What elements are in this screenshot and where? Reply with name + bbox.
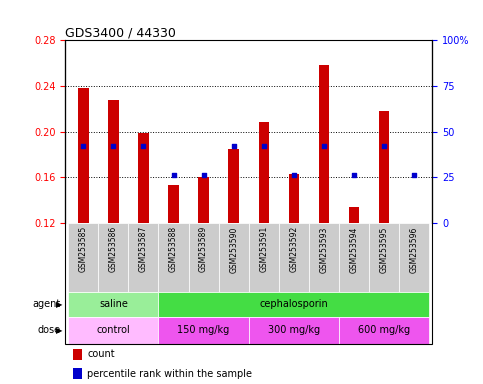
Text: GSM253592: GSM253592 — [289, 226, 298, 272]
Text: GSM253587: GSM253587 — [139, 226, 148, 272]
Text: 300 mg/kg: 300 mg/kg — [268, 325, 320, 335]
Bar — [188, 223, 219, 292]
Bar — [128, 223, 158, 292]
Text: GSM253586: GSM253586 — [109, 226, 118, 272]
Point — [140, 143, 147, 149]
Text: count: count — [87, 349, 115, 359]
Bar — [68, 317, 158, 344]
Text: GSM253590: GSM253590 — [229, 226, 238, 273]
Bar — [68, 292, 158, 317]
Bar — [99, 223, 128, 292]
Point — [230, 143, 238, 149]
Point — [200, 172, 208, 178]
Bar — [168, 185, 179, 223]
Bar — [258, 122, 269, 223]
Text: GSM253585: GSM253585 — [79, 226, 88, 272]
Bar — [369, 223, 399, 292]
Bar — [138, 132, 149, 223]
Bar — [72, 368, 82, 379]
Bar — [199, 177, 209, 223]
Point — [260, 143, 268, 149]
Bar — [108, 99, 119, 223]
Bar — [309, 223, 339, 292]
Point — [380, 143, 388, 149]
Point — [320, 143, 328, 149]
Bar — [158, 317, 249, 344]
Point — [79, 143, 87, 149]
Text: GSM253595: GSM253595 — [380, 226, 389, 273]
Text: saline: saline — [99, 299, 128, 310]
Bar — [339, 223, 369, 292]
Text: ▶: ▶ — [57, 300, 63, 309]
Text: ▶: ▶ — [57, 326, 63, 335]
Text: GSM253591: GSM253591 — [259, 226, 268, 272]
Point — [350, 172, 358, 178]
Text: percentile rank within the sample: percentile rank within the sample — [87, 369, 252, 379]
Text: 150 mg/kg: 150 mg/kg — [177, 325, 230, 335]
Text: GSM253588: GSM253588 — [169, 226, 178, 272]
Text: GSM253589: GSM253589 — [199, 226, 208, 272]
Bar — [349, 207, 359, 223]
Bar — [219, 223, 249, 292]
Bar — [319, 65, 329, 223]
Text: agent: agent — [32, 299, 60, 310]
Bar — [228, 149, 239, 223]
Bar — [279, 223, 309, 292]
Text: 600 mg/kg: 600 mg/kg — [358, 325, 410, 335]
Text: GSM253596: GSM253596 — [410, 226, 419, 273]
Text: dose: dose — [37, 325, 60, 335]
Bar — [339, 317, 429, 344]
Text: GSM253594: GSM253594 — [350, 226, 358, 273]
Bar — [78, 88, 88, 223]
Bar — [289, 174, 299, 223]
Text: cephalosporin: cephalosporin — [259, 299, 328, 310]
Point — [290, 172, 298, 178]
Bar — [158, 292, 429, 317]
Point — [170, 172, 177, 178]
Text: GDS3400 / 44330: GDS3400 / 44330 — [65, 26, 176, 39]
Bar — [399, 223, 429, 292]
Text: control: control — [97, 325, 130, 335]
Text: GSM253593: GSM253593 — [319, 226, 328, 273]
Bar — [68, 223, 99, 292]
Bar — [249, 223, 279, 292]
Point — [110, 143, 117, 149]
Point — [411, 172, 418, 178]
Bar — [379, 111, 389, 223]
Bar — [249, 317, 339, 344]
Bar — [72, 349, 82, 360]
Bar — [158, 223, 188, 292]
